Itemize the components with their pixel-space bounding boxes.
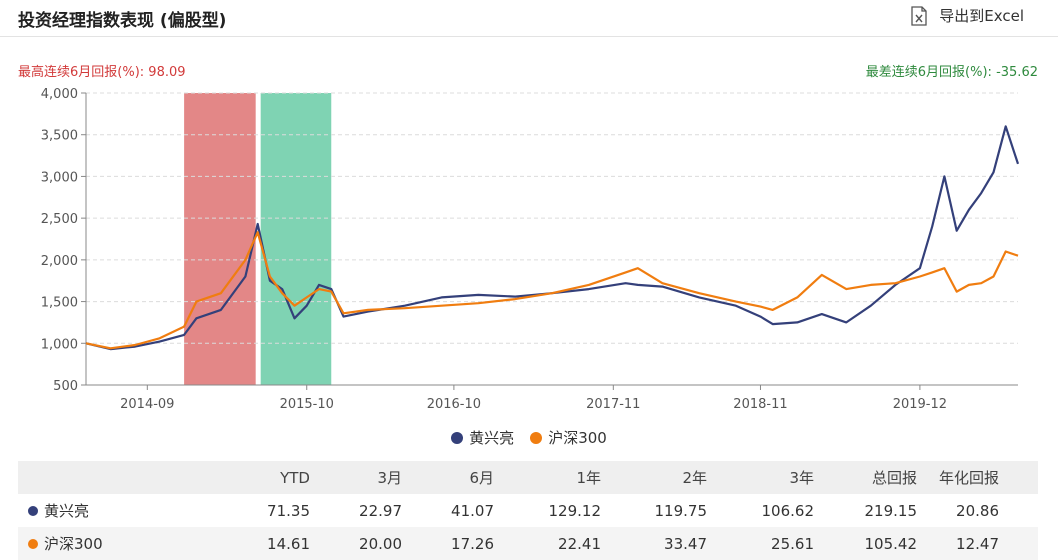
returns-table: YTD 3月 6月 1年 2年 3年 总回报 年化回报 黄兴亮 71.35 22… bbox=[18, 461, 1038, 560]
value-cell: 20.86 bbox=[956, 501, 999, 520]
value-cell: 17.26 bbox=[451, 534, 494, 553]
best-return-value: 98.09 bbox=[148, 65, 186, 80]
export-excel-button[interactable]: 导出到Excel bbox=[911, 5, 1024, 26]
y-tick-label: 500 bbox=[53, 379, 78, 394]
export-label: 导出到Excel bbox=[939, 7, 1024, 25]
x-tick-label: 2019-12 bbox=[893, 397, 947, 412]
excel-file-icon bbox=[911, 5, 927, 26]
value-cell: 33.47 bbox=[664, 534, 707, 553]
legend-item-index[interactable]: 沪深300 bbox=[530, 427, 607, 448]
value-cell: 119.75 bbox=[654, 501, 708, 520]
best-period-band bbox=[184, 93, 256, 385]
page-title: 投资经理指数表现 (偏股型) bbox=[18, 11, 227, 31]
header-bar: 投资经理指数表现 (偏股型) 导出到Excel bbox=[0, 0, 1058, 37]
y-tick-label: 2,500 bbox=[41, 212, 78, 227]
x-tick-label: 2015-10 bbox=[280, 397, 334, 412]
worst-return-stat: 最差连续6月回报(%): -35.62 bbox=[866, 61, 1038, 80]
best-return-stat: 最高连续6月回报(%): 98.09 bbox=[18, 61, 186, 80]
header-cell: 年化回报 bbox=[938, 469, 999, 487]
header-cell: 6月 bbox=[469, 469, 494, 487]
header-cell: 总回报 bbox=[871, 469, 917, 487]
value-cell: 20.00 bbox=[359, 534, 402, 553]
value-cell: 41.07 bbox=[451, 501, 494, 520]
x-tick-label: 2018-11 bbox=[733, 397, 787, 412]
header-cell: 1年 bbox=[576, 469, 601, 487]
x-tick-label: 2017-11 bbox=[586, 397, 640, 412]
value-cell: 25.61 bbox=[771, 534, 814, 553]
series-line-manager bbox=[85, 125, 1020, 351]
row-name-cell: 黄兴亮 bbox=[18, 500, 218, 521]
value-cell: 22.41 bbox=[558, 534, 601, 553]
chart-legend: 黄兴亮 沪深300 bbox=[0, 427, 1058, 448]
legend-index-label: 沪深300 bbox=[548, 429, 607, 447]
header-cell: 3年 bbox=[789, 469, 814, 487]
row-name: 黄兴亮 bbox=[44, 502, 90, 520]
best-return-label: 最高连续6月回报(%): bbox=[18, 65, 145, 80]
value-cell: 71.35 bbox=[267, 501, 310, 520]
legend-manager-label: 黄兴亮 bbox=[469, 429, 515, 447]
y-tick-label: 4,000 bbox=[41, 87, 78, 102]
worst-return-value: -35.62 bbox=[996, 65, 1038, 80]
table-row: 黄兴亮 71.35 22.97 41.07 129.12 119.75 106.… bbox=[18, 494, 1038, 527]
value-cell: 219.15 bbox=[864, 501, 918, 520]
row-index-swatch bbox=[28, 538, 38, 549]
header-cell: 3月 bbox=[377, 469, 402, 487]
value-cell: 12.47 bbox=[956, 534, 999, 553]
row-name: 沪深300 bbox=[44, 535, 103, 553]
series-line-index bbox=[85, 231, 1019, 350]
value-cell: 105.42 bbox=[864, 534, 918, 553]
index-line-chart: 500 1,000 1,500 2,000 2,500 3,000 3,500 4,000 20… bbox=[41, 87, 1020, 412]
value-cell: 14.61 bbox=[267, 534, 310, 553]
y-tick-label: 3,000 bbox=[41, 170, 78, 185]
value-cell: 129.12 bbox=[548, 501, 602, 520]
header-cell: YTD bbox=[280, 468, 310, 487]
y-tick-label: 1,500 bbox=[41, 296, 78, 311]
worst-period-band bbox=[260, 93, 332, 385]
y-tick-label: 3,500 bbox=[41, 129, 78, 144]
header-cell: 2年 bbox=[682, 469, 707, 487]
x-tick-label: 2016-10 bbox=[427, 397, 481, 412]
row-name-cell: 沪深300 bbox=[18, 533, 218, 554]
y-tick-label: 2,000 bbox=[41, 254, 78, 269]
legend-manager-swatch bbox=[451, 431, 464, 444]
legend-index-swatch bbox=[530, 431, 543, 444]
row-manager-swatch bbox=[28, 505, 38, 516]
table-header-row: YTD 3月 6月 1年 2年 3年 总回报 年化回报 bbox=[18, 461, 1038, 494]
worst-return-label: 最差连续6月回报(%): bbox=[865, 65, 992, 80]
value-cell: 22.97 bbox=[359, 501, 402, 520]
y-tick-label: 1,000 bbox=[41, 337, 78, 352]
value-cell: 106.62 bbox=[761, 501, 815, 520]
x-tick-label: 2014-09 bbox=[120, 397, 174, 412]
table-row: 沪深300 14.61 20.00 17.26 22.41 33.47 25.6… bbox=[18, 527, 1038, 560]
legend-item-manager[interactable]: 黄兴亮 bbox=[451, 427, 514, 448]
